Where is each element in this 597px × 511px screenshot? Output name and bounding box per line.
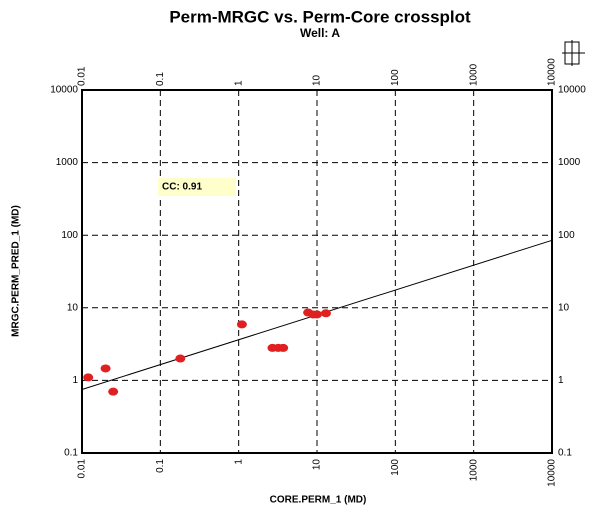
point — [100, 364, 111, 373]
point — [83, 373, 94, 382]
point — [278, 343, 289, 352]
toolbar-icon[interactable] — [562, 40, 585, 66]
point — [175, 354, 186, 363]
y-tick-label-right: 100 — [558, 230, 575, 241]
y-tick-label-right: 1 — [558, 375, 564, 386]
x-tick-label: 1000 — [468, 459, 479, 482]
point — [108, 387, 119, 396]
y-tick-label: 0.1 — [64, 448, 78, 459]
chart-subtitle: Well: A — [300, 26, 340, 40]
y-tick-label-right: 1000 — [558, 157, 581, 168]
x-tick-label-top: 0.01 — [77, 66, 88, 86]
point — [236, 320, 247, 329]
x-tick-label-top: 10000 — [547, 58, 558, 86]
y-tick-label-right: 10000 — [558, 85, 586, 96]
chart-title: Perm-MRGC vs. Perm-Core crossplot — [169, 7, 471, 26]
annotation: CC: 0.91 — [162, 182, 202, 193]
y-tick-label: 1 — [72, 375, 78, 386]
x-axis-label: CORE.PERM_1 (MD) — [270, 495, 367, 506]
x-tick-label: 0.1 — [155, 459, 166, 473]
x-tick-label-top: 0.1 — [155, 72, 166, 86]
x-tick-label: 10000 — [547, 459, 558, 487]
y-tick-label-right: 0.1 — [558, 448, 572, 459]
y-axis-label: MRGC.PERM_PRED_1 (MD) — [11, 205, 22, 337]
annotation-box — [158, 178, 236, 196]
point — [312, 310, 322, 319]
x-tick-label-top: 100 — [390, 69, 401, 86]
point — [320, 309, 331, 318]
y-tick-label: 10000 — [50, 85, 78, 96]
x-tick-label-top: 10 — [312, 74, 323, 86]
x-tick-label-top: 1 — [233, 80, 244, 86]
y-tick-label: 10 — [67, 302, 79, 313]
y-tick-label: 100 — [61, 230, 78, 241]
x-tick-label: 10 — [312, 459, 323, 471]
x-tick-label-top: 1000 — [468, 63, 479, 86]
x-tick-label: 0.01 — [77, 459, 88, 479]
y-tick-label-right: 10 — [558, 302, 570, 313]
y-tick-label: 1000 — [56, 157, 79, 168]
x-tick-label: 100 — [390, 459, 401, 476]
x-tick-label: 1 — [233, 459, 244, 465]
